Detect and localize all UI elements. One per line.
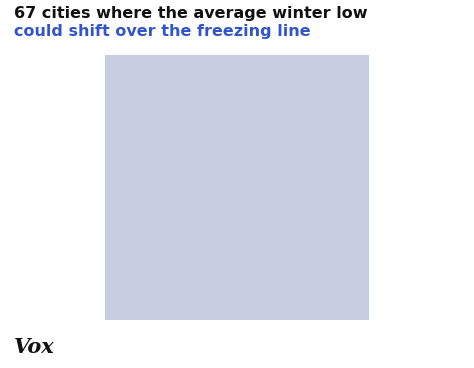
Text: 67 cities where the average winter low: 67 cities where the average winter low <box>14 6 368 21</box>
FancyBboxPatch shape <box>38 15 436 368</box>
Text: Vox: Vox <box>14 337 55 357</box>
Text: could shift over the freezing line: could shift over the freezing line <box>14 24 311 39</box>
